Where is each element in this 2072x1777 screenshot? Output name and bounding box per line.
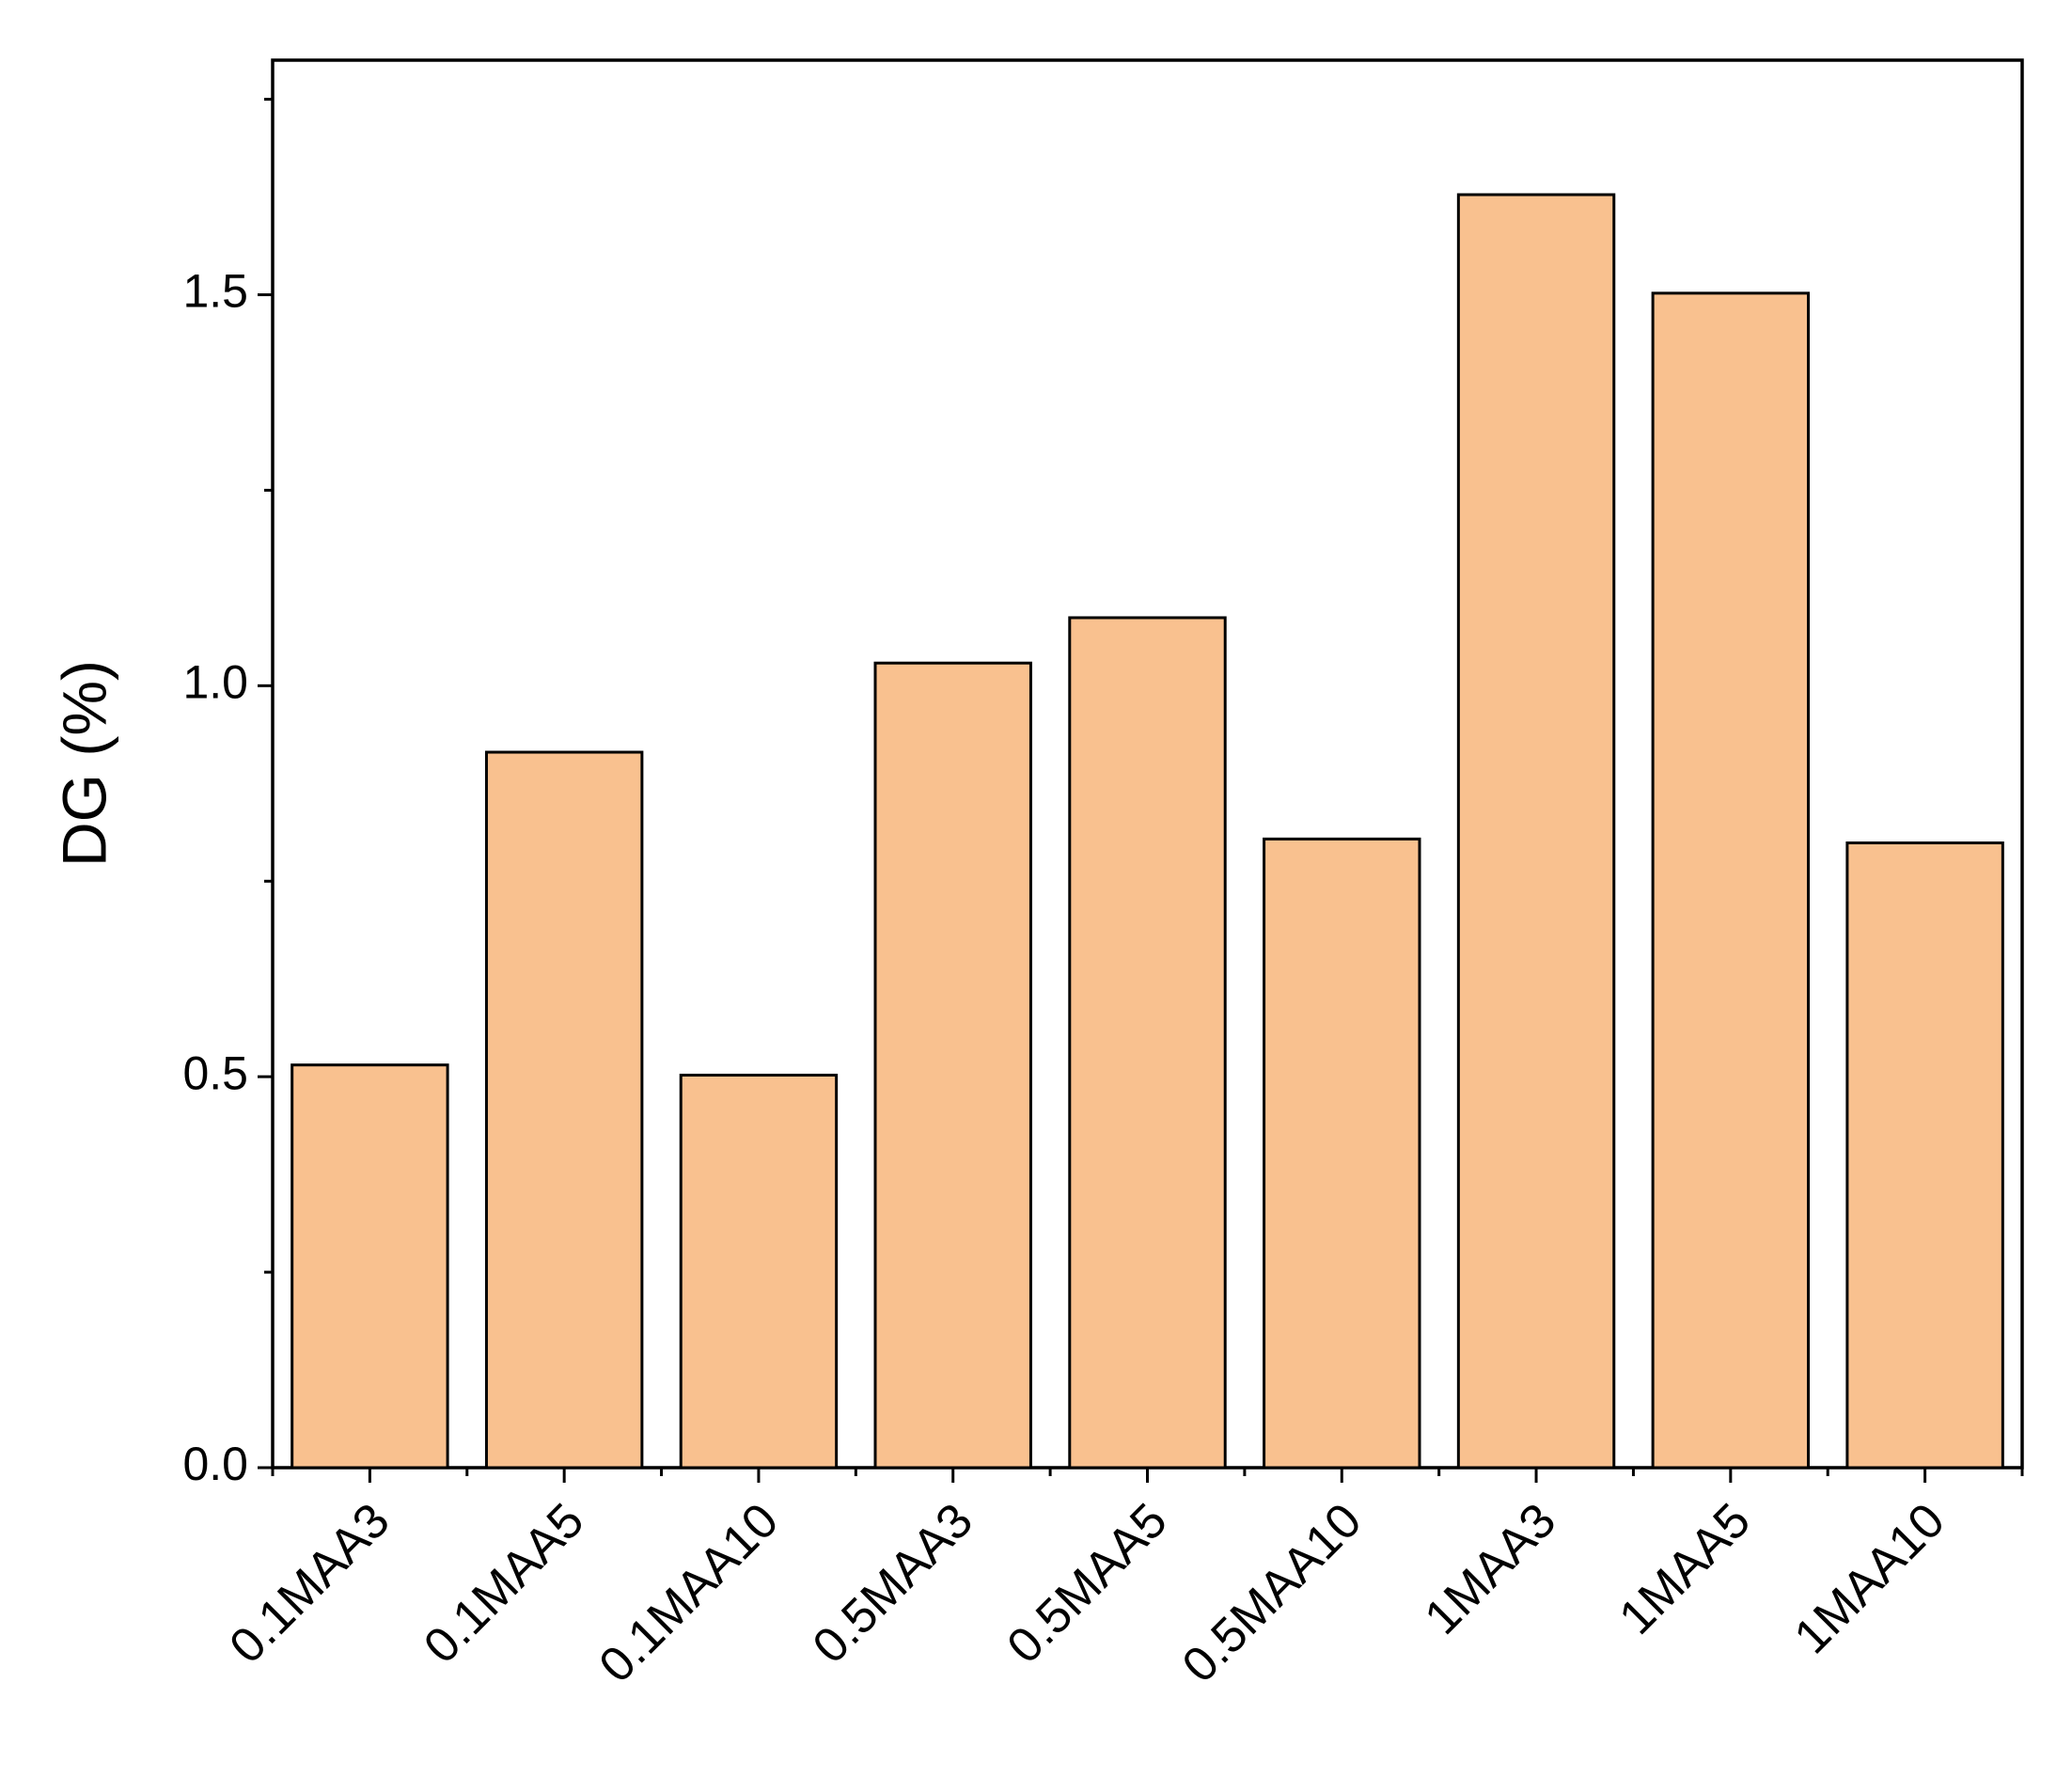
bar bbox=[1068, 616, 1227, 1470]
bar bbox=[679, 1074, 839, 1470]
x-tick-label: 0.5MAA5 bbox=[997, 1493, 1177, 1674]
y-tick-label: 0.5 bbox=[182, 1046, 248, 1099]
x-tick-label: 0.1MAA5 bbox=[414, 1493, 594, 1674]
bar bbox=[290, 1063, 449, 1470]
bar bbox=[1263, 837, 1421, 1470]
y-tick-label: 0.0 bbox=[182, 1438, 248, 1490]
x-tick-label: 0.1MAA3 bbox=[219, 1493, 400, 1674]
bar bbox=[1845, 841, 2004, 1470]
bar bbox=[873, 661, 1032, 1470]
x-tick-label: 0.1MAA10 bbox=[589, 1493, 789, 1693]
bar bbox=[484, 750, 644, 1470]
bar bbox=[1651, 291, 1811, 1470]
bar bbox=[1456, 193, 1616, 1470]
y-axis-title: DG (%) bbox=[49, 660, 118, 867]
y-tick-label: 1.0 bbox=[182, 656, 248, 709]
x-tick-label: 1MAA5 bbox=[1609, 1493, 1761, 1645]
x-tick-label: 1MAA3 bbox=[1415, 1493, 1567, 1645]
x-tick-label: 1MAA10 bbox=[1784, 1493, 1955, 1664]
x-tick-label: 0.5MAA3 bbox=[803, 1493, 983, 1674]
y-tick-label: 1.5 bbox=[182, 265, 248, 318]
x-tick-label: 0.5MAA10 bbox=[1172, 1493, 1373, 1693]
